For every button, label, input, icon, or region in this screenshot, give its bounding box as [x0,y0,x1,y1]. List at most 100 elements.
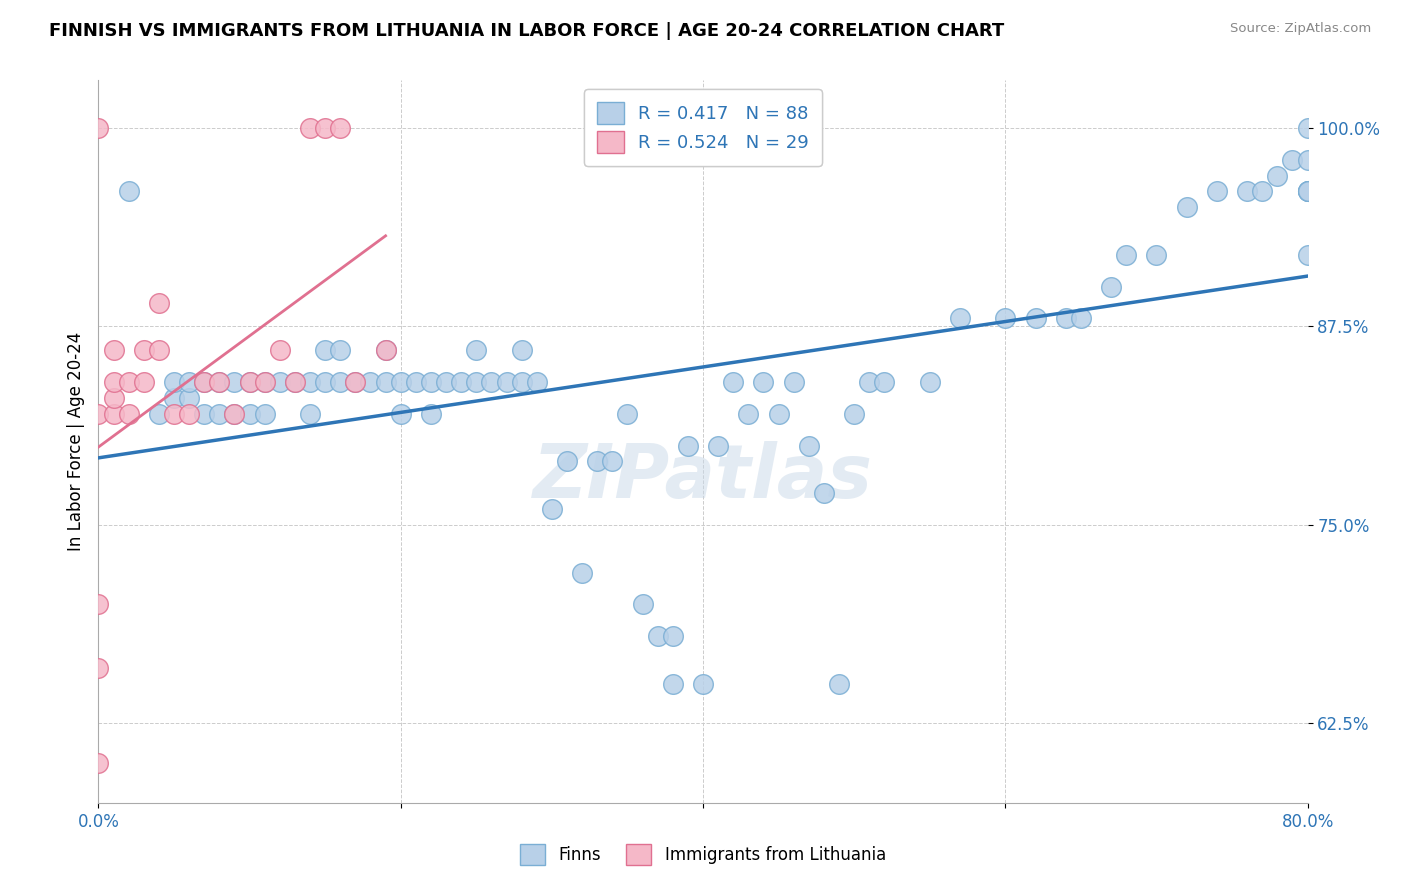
Point [193,375,215,389]
Point [510,375,533,389]
Point [329,375,352,389]
Point [163,391,186,405]
Point [465,375,488,389]
Point [208,375,231,389]
Text: Source: ZipAtlas.com: Source: ZipAtlas.com [1230,22,1371,36]
Point [148,295,170,310]
Point [1296,248,1319,262]
Point [87,407,110,421]
Point [329,120,352,135]
Point [1236,185,1258,199]
Point [239,375,262,389]
Point [224,407,246,421]
Point [208,407,231,421]
Point [873,375,896,389]
Point [783,375,806,389]
Point [193,407,215,421]
Point [1206,185,1229,199]
Point [118,185,141,199]
Point [752,375,775,389]
Point [374,375,396,389]
Point [284,375,307,389]
Point [224,407,246,421]
Point [692,676,714,690]
Point [360,375,382,389]
Point [118,375,141,389]
Point [1175,200,1198,214]
Point [118,407,141,421]
Point [193,375,215,389]
Point [994,311,1017,326]
Point [148,343,170,358]
Point [269,375,291,389]
Point [253,375,276,389]
Point [269,343,291,358]
Point [844,407,866,421]
Point [1144,248,1167,262]
Point [616,407,638,421]
Point [450,375,472,389]
Point [374,343,396,358]
Point [179,407,201,421]
Point [405,375,427,389]
Point [1296,120,1319,135]
Point [1296,185,1319,199]
Point [540,502,562,516]
Point [510,343,533,358]
Point [87,661,110,675]
Text: ZIPatlas: ZIPatlas [533,442,873,514]
Point [949,311,972,326]
Point [1251,185,1274,199]
Point [299,407,322,421]
Point [768,407,790,421]
Point [737,407,759,421]
Point [1070,311,1092,326]
Point [1296,153,1319,167]
Point [374,343,396,358]
Point [586,454,609,468]
Point [103,375,125,389]
Legend: Finns, Immigrants from Lithuania: Finns, Immigrants from Lithuania [510,834,896,875]
Point [1099,279,1122,293]
Point [723,375,745,389]
Point [555,454,578,468]
Point [858,375,880,389]
Point [179,391,201,405]
Point [420,375,443,389]
Point [253,407,276,421]
Point [179,375,201,389]
Point [707,438,730,452]
Point [208,375,231,389]
Point [103,391,125,405]
Point [344,375,367,389]
Point [465,343,488,358]
Point [631,597,654,611]
Point [481,375,503,389]
Point [1267,169,1289,183]
Point [299,120,322,135]
Point [571,566,593,580]
Point [87,756,110,770]
Point [1296,185,1319,199]
Point [602,454,624,468]
Point [1024,311,1046,326]
Point [239,375,262,389]
Point [1115,248,1137,262]
Legend: R = 0.417   N = 88, R = 0.524   N = 29: R = 0.417 N = 88, R = 0.524 N = 29 [585,89,821,166]
Point [163,407,186,421]
Point [434,375,457,389]
Point [103,407,125,421]
Point [389,407,412,421]
Point [103,343,125,358]
Point [661,676,683,690]
Point [132,375,155,389]
Point [828,676,851,690]
Point [1296,185,1319,199]
Point [87,597,110,611]
Point [420,407,443,421]
Point [314,120,336,135]
Point [284,375,307,389]
Point [1054,311,1077,326]
Point [314,343,336,358]
Point [495,375,517,389]
